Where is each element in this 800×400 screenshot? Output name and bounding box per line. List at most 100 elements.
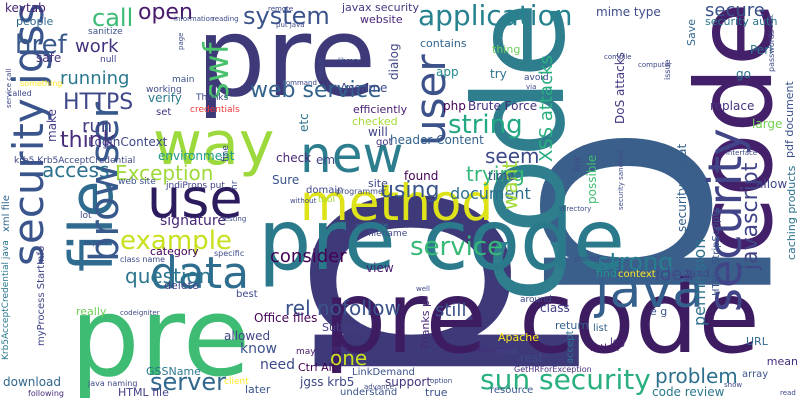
cloud-word: GSSName bbox=[146, 365, 201, 378]
cloud-word: following bbox=[28, 389, 64, 398]
cloud-word: rest bbox=[520, 351, 544, 365]
cloud-word: expect bbox=[84, 239, 108, 247]
cloud-word: krb5 Krb5AcceptCredential bbox=[14, 156, 136, 166]
cloud-word: pre code bbox=[258, 191, 625, 289]
cloud-word: client bbox=[224, 377, 249, 387]
cloud-word: later bbox=[245, 383, 271, 396]
cloud-word: Apache bbox=[498, 331, 540, 344]
cloud-word: environment bbox=[158, 149, 235, 163]
cloud-word: without bbox=[290, 197, 317, 205]
cloud-word: codeigniter bbox=[120, 309, 160, 317]
cloud-word: HTTPS bbox=[63, 90, 134, 115]
cloud-word: result bbox=[317, 58, 325, 78]
cloud-word: Thanks bbox=[196, 93, 229, 103]
cloud-word: main bbox=[172, 75, 195, 85]
cloud-word: strong bbox=[597, 248, 674, 276]
cloud-word: found bbox=[404, 169, 439, 183]
cloud-word: interface bbox=[726, 149, 758, 157]
cloud-word: people bbox=[16, 15, 54, 28]
cloud-word: java bbox=[595, 260, 704, 320]
cloud-word: Subject bbox=[322, 321, 364, 334]
cloud-word: page bbox=[177, 32, 185, 50]
cloud-word: new bbox=[300, 126, 404, 184]
cloud-word: issue bbox=[663, 59, 672, 80]
cloud-word: possible bbox=[585, 154, 599, 204]
cloud-word: category bbox=[150, 245, 199, 258]
cloud-word: mind bbox=[497, 347, 518, 356]
cloud-word: etc bbox=[297, 113, 311, 132]
cloud-word: string bbox=[448, 110, 523, 140]
cloud-word: security auth bbox=[705, 15, 778, 28]
cloud-word: code review bbox=[652, 385, 725, 399]
cloud-word: Sure bbox=[272, 173, 300, 187]
cloud-word: URL bbox=[746, 335, 768, 348]
cloud-word: consider bbox=[270, 246, 347, 267]
cloud-word: something bbox=[20, 79, 63, 88]
cloud-word: computer bbox=[638, 61, 672, 69]
cloud-word: pdf document bbox=[783, 81, 796, 158]
cloud-word: will bbox=[368, 125, 388, 139]
cloud-word: class bbox=[540, 301, 570, 315]
cloud-word: website bbox=[360, 13, 403, 26]
cloud-word: use bbox=[147, 167, 243, 230]
cloud-word: download bbox=[3, 375, 62, 389]
cloud-word: still bbox=[435, 300, 467, 321]
cloud-word: LoginContext bbox=[88, 135, 168, 149]
cloud-word: access bbox=[42, 158, 110, 182]
cloud-word: contains bbox=[420, 37, 467, 50]
cloud-word: Exception bbox=[115, 161, 214, 185]
cloud-word: allowed bbox=[224, 329, 271, 343]
cloud-word: name bbox=[322, 345, 348, 355]
cloud-word: running bbox=[60, 68, 130, 89]
cloud-word: protect bbox=[575, 255, 601, 263]
cloud-word: programmer bbox=[336, 187, 387, 196]
cloud-word: avoid bbox=[524, 73, 549, 83]
cloud-word: secure bbox=[705, 0, 765, 21]
cloud-word: best bbox=[236, 289, 258, 300]
cloud-word: context bbox=[618, 269, 656, 280]
cloud-word: rather bbox=[590, 343, 621, 354]
cloud-word: data bbox=[150, 248, 250, 299]
cloud-word: Perl bbox=[750, 43, 773, 57]
cloud-word: understand bbox=[340, 387, 398, 398]
cloud-word: mime type bbox=[596, 5, 661, 19]
cloud-word: pre code bbox=[323, 259, 760, 376]
cloud-word: specific bbox=[214, 249, 245, 258]
cloud-word: javax security bbox=[342, 1, 419, 14]
cloud-word: really bbox=[76, 305, 107, 318]
cloud-word: pre bbox=[70, 273, 251, 400]
cloud-word: large bbox=[752, 117, 783, 131]
cloud-word: find bbox=[596, 267, 617, 280]
cloud-word: service call bbox=[5, 68, 13, 108]
cloud-word: allow bbox=[756, 177, 788, 191]
cloud-word: problem bbox=[655, 364, 738, 388]
cloud-word: may bbox=[296, 347, 316, 357]
cloud-word: set bbox=[156, 107, 172, 118]
cloud-word: xml file bbox=[1, 195, 12, 232]
cloud-word: information bbox=[174, 15, 215, 23]
cloud-word: Krb5AcceptCredential java bbox=[1, 240, 11, 360]
cloud-word: testing bbox=[222, 215, 247, 223]
cloud-word: stream bbox=[476, 345, 512, 356]
cloud-word: rel nofollow bbox=[285, 296, 401, 320]
cloud-word: Thanks p bbox=[419, 300, 432, 350]
cloud-word: called bbox=[8, 89, 32, 98]
cloud-word: think bbox=[60, 128, 116, 153]
cloud-word: passwords bbox=[767, 29, 776, 72]
cloud-word: caching products bbox=[785, 165, 798, 260]
cloud-word: idea bbox=[655, 264, 694, 285]
cloud-word: php bbox=[443, 99, 466, 113]
cloud-word: thing bbox=[492, 43, 521, 56]
cloud-word: example bbox=[120, 226, 232, 256]
cloud-word: working bbox=[146, 85, 182, 95]
cloud-word: return bbox=[555, 319, 589, 332]
cloud-word: Ctrl Alt bbox=[298, 361, 336, 374]
cloud-word: server bbox=[150, 368, 226, 396]
cloud-word: permission bbox=[690, 238, 709, 326]
cloud-word: go bbox=[736, 67, 751, 81]
cloud-word: pre bbox=[196, 0, 377, 121]
cloud-word: myProcess StartInfo bbox=[36, 245, 47, 346]
cloud-word: need bbox=[260, 357, 295, 373]
cloud-word: domain bbox=[306, 185, 344, 196]
cloud-word: XSS attacks bbox=[536, 55, 557, 162]
